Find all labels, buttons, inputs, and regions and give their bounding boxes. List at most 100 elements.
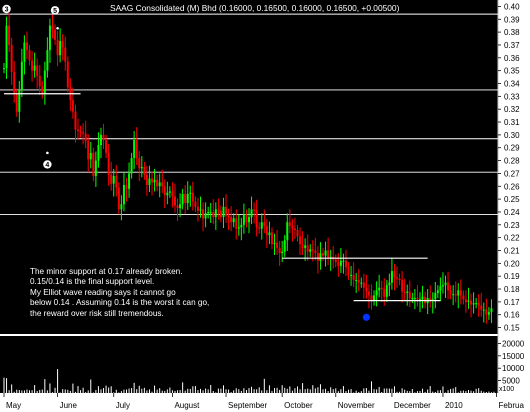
candle-body [281,251,284,254]
candle-body [480,305,483,310]
candle-body [452,294,455,296]
candle-body [385,285,388,297]
candle-body [107,152,110,175]
candle-body [347,267,350,275]
price-panel [0,0,498,334]
candle-body [151,178,154,183]
price-tick-label: 0.21 [504,247,520,256]
candle-body [23,42,26,62]
candle-body [18,89,21,112]
candle-body [122,184,125,205]
candle-body [429,298,432,301]
candle-body [61,41,64,48]
candle-body [393,271,396,278]
peak-marker [46,151,49,155]
candle-body [54,29,57,40]
candle-body [416,298,419,300]
candle-body [378,287,381,291]
candle-body [102,134,105,141]
candle-body [413,298,416,300]
candle-body [265,226,268,236]
price-tick-label: 0.29 [504,144,520,153]
price-tick-label: 0.31 [504,118,520,127]
candle-body [79,131,82,133]
annotation-line: The minor support at 0.17 already broken… [30,267,183,276]
candle-body [120,204,123,210]
candle-body [255,210,258,228]
price-tick-label: 0.39 [504,15,520,24]
candle-body [258,227,261,229]
candle-body [130,158,133,174]
candle-body [273,242,276,245]
candle-body [457,290,460,296]
candle-body [214,209,217,218]
candle-body [89,152,92,160]
candle-body [434,292,437,300]
candle-body [10,44,13,72]
candle-body [357,280,360,283]
candle-body [398,278,401,281]
candle-body [112,175,115,184]
candle-body [301,244,304,248]
target-marker [362,313,370,321]
candle-body [477,303,480,306]
candle-body [43,70,46,94]
volume-panel [0,336,498,393]
price-tick-label: 0.37 [504,41,520,50]
candle-body [472,303,475,305]
candle-body [46,50,49,71]
candle-body [439,286,442,291]
candle-body [99,134,102,146]
wave-label-circle [2,4,11,14]
month-label: Februa [499,401,525,410]
candle-body [138,158,141,169]
candle-body [311,249,314,251]
candle-body [209,211,212,213]
wave-label-text: 5 [53,8,57,15]
candle-body [462,295,465,300]
candle-body [105,140,108,153]
candle-body [230,217,233,223]
candle-body [390,271,393,283]
wave-label-circle [50,6,60,15]
price-tick-label: 0.27 [504,169,520,178]
candle-body [48,25,51,51]
candle-body [242,214,245,225]
volume-tick-label: 5000 [502,377,520,386]
annotation-line: 0.15/0.14 is the final support level. [30,277,155,287]
candle-body [110,174,113,184]
candle-body [268,232,271,236]
candle-body [168,191,171,193]
candle-body [350,274,353,276]
candle-body [291,226,294,229]
price-tick-label: 0.24 [504,208,520,217]
candle-body [227,215,230,218]
candle-body [158,182,161,187]
candle-body [421,296,424,300]
candle-body [248,217,250,223]
volume-tick-label: 10000 [502,364,525,373]
candle-body [270,232,273,245]
candle-body [56,39,59,56]
candle-body [424,296,427,304]
candle-body [418,299,421,301]
candle-body [41,86,44,94]
candle-body [156,179,159,187]
candle-body [403,291,406,293]
candle-body [365,287,368,292]
candle-body [171,191,174,197]
annotation-line: the reward over risk still tremendous. [30,308,164,318]
candle-body [33,65,36,71]
wave-label-text: 3 [5,7,9,14]
candle-body [217,209,220,211]
candle-body [373,295,376,301]
candle-body [77,129,80,132]
candle-body [143,167,146,175]
candle-body [199,209,202,211]
price-tick-label: 0.36 [504,54,520,63]
candle-body [87,141,90,160]
candle-body [3,68,5,70]
candle-body [388,282,391,286]
volume-tick-label: 20000 [502,339,525,348]
candle-body [360,282,363,284]
